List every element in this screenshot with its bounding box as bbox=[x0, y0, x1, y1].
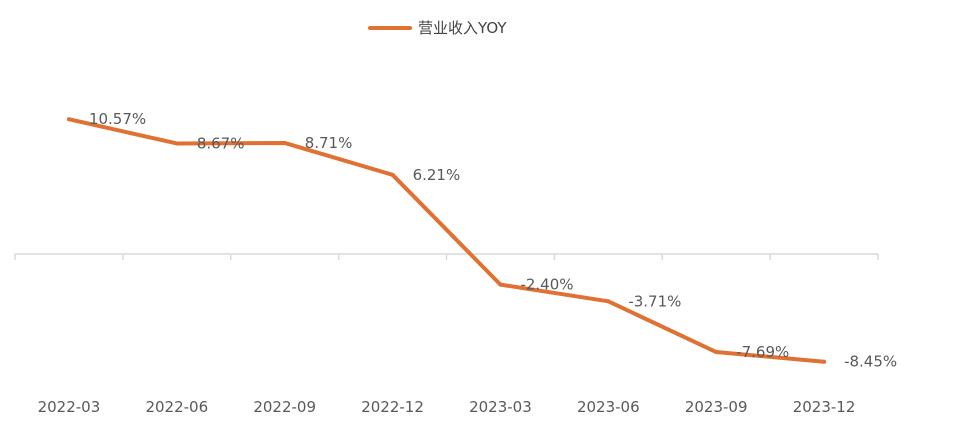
data-label: 10.57% bbox=[89, 110, 146, 128]
x-axis-tick-labels: 2022-03 2022-06 2022-09 2022-12 2023-03 2023-… bbox=[38, 398, 856, 416]
x-tick-label: 2022-09 bbox=[253, 398, 316, 416]
data-label: -3.71% bbox=[628, 292, 681, 310]
data-labels: 10.57% 8.67% 8.71% 6.21% -2.40% -3.71% -7.69% -… bbox=[89, 110, 897, 371]
data-label: 8.71% bbox=[305, 134, 353, 152]
x-axis bbox=[14, 253, 879, 260]
x-tick-label: 2023-03 bbox=[469, 398, 532, 416]
x-tick-label: 2023-06 bbox=[577, 398, 640, 416]
data-point bbox=[174, 141, 179, 146]
x-tick-label: 2022-06 bbox=[145, 398, 208, 416]
data-point bbox=[498, 282, 503, 287]
series-line bbox=[66, 117, 827, 364]
series-layer bbox=[66, 117, 827, 364]
data-point bbox=[66, 117, 71, 122]
data-label: -2.40% bbox=[520, 276, 573, 294]
data-point bbox=[714, 350, 719, 355]
data-label: -8.45% bbox=[844, 353, 897, 371]
x-tick-label: 2022-03 bbox=[38, 398, 101, 416]
legend: 营业收入YOY bbox=[368, 19, 507, 37]
data-point bbox=[282, 140, 287, 145]
x-tick-label: 2022-12 bbox=[361, 398, 424, 416]
data-point bbox=[390, 172, 395, 177]
data-label: 8.67% bbox=[197, 134, 245, 152]
data-label: 6.21% bbox=[413, 166, 461, 184]
data-label: -7.69% bbox=[736, 343, 789, 361]
x-tick-label: 2023-09 bbox=[685, 398, 748, 416]
x-tick-label: 2023-12 bbox=[793, 398, 856, 416]
legend-label: 营业收入YOY bbox=[418, 19, 507, 37]
data-point bbox=[822, 359, 827, 364]
data-point bbox=[606, 299, 611, 304]
